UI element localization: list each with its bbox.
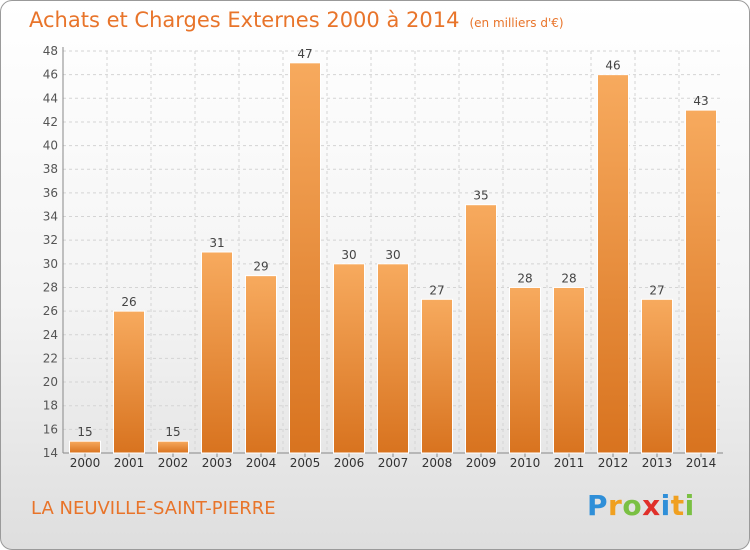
y-tick-label: 24 xyxy=(43,328,58,342)
bar-value-label: 35 xyxy=(473,189,488,203)
x-tick-label: 2007 xyxy=(378,456,409,470)
bar-value-label: 47 xyxy=(297,47,312,61)
y-tick-label: 38 xyxy=(43,162,58,176)
x-tick-label: 2001 xyxy=(114,456,145,470)
x-tick-label: 2009 xyxy=(466,456,497,470)
bar xyxy=(685,109,717,454)
x-tick-label: 2011 xyxy=(554,456,585,470)
y-tick-label: 34 xyxy=(43,210,58,224)
chart-unit: (en milliers d'€) xyxy=(469,16,564,30)
data-labels: 15 26 15 31 29 47 30 30 27 35 28 28 46 27 43 xyxy=(77,47,708,439)
bar-value-label: 46 xyxy=(605,59,620,73)
bar xyxy=(597,74,629,454)
bar xyxy=(509,286,541,454)
bar-value-label: 30 xyxy=(385,248,400,262)
commune-name: LA NEUVILLE-SAINT-PIERRE xyxy=(31,498,276,519)
y-tick-label: 36 xyxy=(43,186,58,200)
y-tick-label: 22 xyxy=(43,351,58,365)
bar xyxy=(157,440,189,454)
y-tick-label: 14 xyxy=(43,446,58,460)
proxiti-logo: Proxiti xyxy=(587,489,695,522)
x-tick-label: 2012 xyxy=(598,456,629,470)
x-tick-label: 2002 xyxy=(158,456,189,470)
chart-title: Achats et Charges Externes 2000 à 2014 (e… xyxy=(29,8,564,32)
bar xyxy=(201,251,233,454)
bar xyxy=(553,286,585,454)
bar xyxy=(333,263,365,454)
bar xyxy=(377,263,409,454)
axes: 14 16 18 20 22 24 26 28 30 32 34 36 38 40 42 44 46 48 2000… xyxy=(43,44,723,470)
x-tick-label: 2004 xyxy=(246,456,277,470)
y-tick-label: 30 xyxy=(43,257,58,271)
logo-letter: o xyxy=(622,489,643,522)
bar-value-label: 15 xyxy=(165,425,180,439)
y-tick-label: 44 xyxy=(43,91,58,105)
bar-value-label: 15 xyxy=(77,425,92,439)
x-tick-label: 2005 xyxy=(290,456,321,470)
y-tick-label: 42 xyxy=(43,115,58,129)
y-tick-label: 48 xyxy=(43,44,58,58)
bar-value-label: 31 xyxy=(209,236,224,250)
bar xyxy=(421,298,453,454)
bar xyxy=(465,204,497,454)
bars xyxy=(69,62,717,454)
y-tick-label: 20 xyxy=(43,375,58,389)
x-tick-label: 2010 xyxy=(510,456,541,470)
bar-value-label: 26 xyxy=(121,295,136,309)
bar-value-label: 27 xyxy=(649,283,664,297)
bar xyxy=(69,440,101,454)
bar-value-label: 29 xyxy=(253,260,268,274)
logo-letter: i xyxy=(660,489,671,522)
bar-value-label: 43 xyxy=(693,94,708,108)
y-tick-label: 26 xyxy=(43,304,58,318)
x-tick-label: 2000 xyxy=(70,456,101,470)
logo-letter: x xyxy=(642,489,661,522)
x-tick-label: 2008 xyxy=(422,456,453,470)
logo-letter: t xyxy=(670,489,685,522)
y-tick-label: 40 xyxy=(43,139,58,153)
y-tick-label: 18 xyxy=(43,399,58,413)
bar-value-label: 27 xyxy=(429,283,444,297)
x-tick-label: 2013 xyxy=(642,456,673,470)
bar-value-label: 30 xyxy=(341,248,356,262)
y-tick-label: 32 xyxy=(43,233,58,247)
chart-title-text: Achats et Charges Externes 2000 à 2014 xyxy=(29,8,460,32)
bar xyxy=(113,310,145,454)
logo-letter: P xyxy=(587,489,609,522)
bar-value-label: 28 xyxy=(561,271,576,285)
y-tick-label: 28 xyxy=(43,280,58,294)
bar xyxy=(289,62,321,454)
logo-letter: r xyxy=(608,489,623,522)
x-tick-label: 2003 xyxy=(202,456,233,470)
x-tick-label: 2006 xyxy=(334,456,365,470)
bar xyxy=(245,275,277,454)
y-tick-label: 46 xyxy=(43,68,58,82)
y-tick-label: 16 xyxy=(43,422,58,436)
bar xyxy=(641,298,673,454)
bar-value-label: 28 xyxy=(517,271,532,285)
x-tick-label: 2014 xyxy=(686,456,717,470)
logo-letter: i xyxy=(684,489,695,522)
